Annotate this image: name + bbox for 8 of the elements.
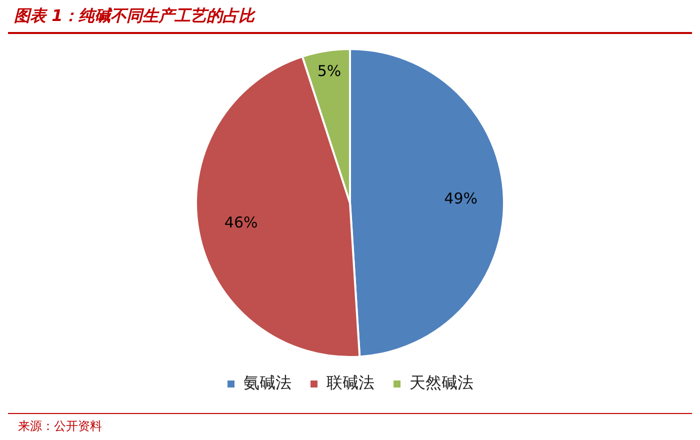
legend-label: 氨碱法 [244, 373, 292, 392]
chart-title: 图表 1：纯碱不同生产工艺的占比 [14, 6, 255, 27]
data-label: 49% [444, 189, 478, 208]
source-note: 来源：公开资料 [18, 418, 102, 435]
legend-label: 联碱法 [326, 373, 374, 392]
data-label: 5% [317, 62, 342, 80]
legend-label: 天然碱法 [410, 373, 474, 392]
data-label: 46% [224, 214, 258, 232]
